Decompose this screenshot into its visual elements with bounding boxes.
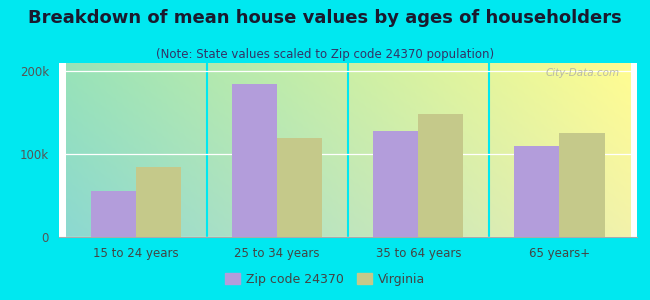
Bar <box>277 138 322 237</box>
Bar <box>560 134 604 237</box>
Bar <box>514 146 560 237</box>
Bar <box>91 191 136 237</box>
Legend: Zip code 24370, Virginia: Zip code 24370, Virginia <box>220 268 430 291</box>
Bar <box>419 114 463 237</box>
Bar <box>232 84 277 237</box>
Bar <box>373 131 419 237</box>
Text: City-Data.com: City-Data.com <box>545 68 619 78</box>
Text: Breakdown of mean house values by ages of householders: Breakdown of mean house values by ages o… <box>28 9 622 27</box>
Text: (Note: State values scaled to Zip code 24370 population): (Note: State values scaled to Zip code 2… <box>156 48 494 61</box>
Bar <box>136 167 181 237</box>
